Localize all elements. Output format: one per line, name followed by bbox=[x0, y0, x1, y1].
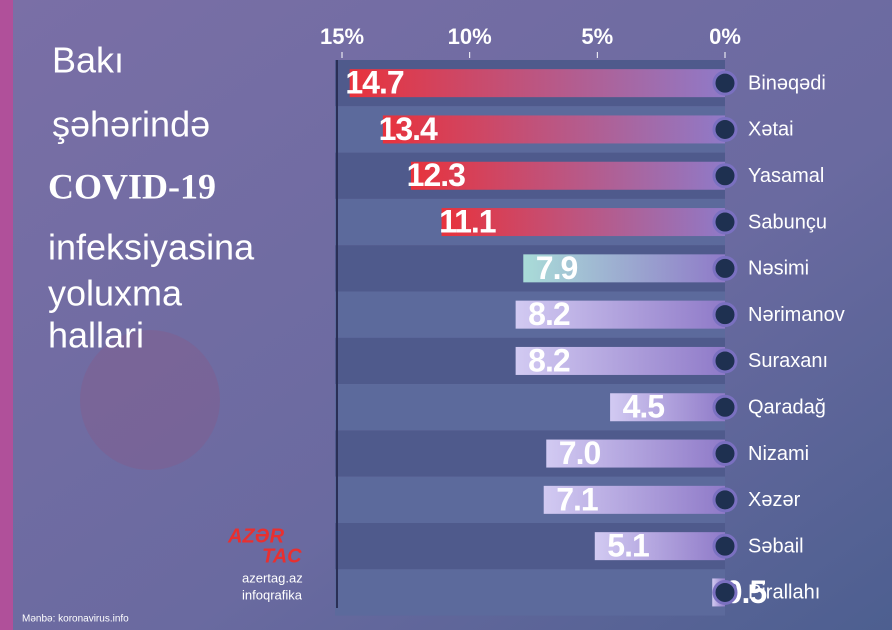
title-line: COVID-19 bbox=[48, 166, 216, 206]
category-label: Nəsimi bbox=[748, 258, 809, 280]
value-label: 14.7 bbox=[345, 65, 403, 101]
category-label: Xəzər bbox=[748, 489, 801, 511]
row-dot bbox=[712, 163, 738, 189]
value-label: 8.2 bbox=[528, 296, 570, 332]
row-dot bbox=[712, 487, 738, 513]
bar bbox=[515, 346, 725, 375]
category-label: Suraxanı bbox=[748, 350, 828, 372]
logo: TAC bbox=[262, 545, 302, 567]
category-label: Nizami bbox=[748, 443, 809, 465]
value-label: 13.4 bbox=[379, 111, 438, 147]
bar bbox=[523, 254, 725, 283]
title-line: infeksiyasina bbox=[48, 227, 255, 268]
x-tick-label: 10% bbox=[448, 24, 492, 49]
value-label: 7.1 bbox=[556, 481, 598, 517]
category-label: Sabunçu bbox=[748, 211, 827, 233]
category-label: Binəqədi bbox=[748, 72, 826, 94]
row-dot bbox=[712, 255, 738, 281]
row-dot bbox=[712, 116, 738, 142]
bar bbox=[441, 208, 725, 237]
value-label: 8.2 bbox=[528, 342, 570, 378]
category-label: Pirallahı bbox=[748, 582, 820, 604]
row-dot bbox=[712, 533, 738, 559]
title-line: hallari bbox=[48, 315, 144, 356]
kind: infoqrafika bbox=[242, 587, 303, 602]
row-dot bbox=[712, 441, 738, 467]
side-stripe bbox=[0, 0, 13, 630]
row-dot bbox=[712, 579, 738, 605]
title-line: şəhərində bbox=[52, 104, 210, 145]
row-dot bbox=[712, 394, 738, 420]
value-label: 7.9 bbox=[536, 250, 578, 286]
title-line: Bakı bbox=[52, 40, 124, 81]
category-label: Nərimanov bbox=[748, 304, 845, 326]
row-dot bbox=[712, 302, 738, 328]
bar bbox=[349, 69, 725, 98]
value-label: 12.3 bbox=[407, 157, 465, 193]
bar bbox=[382, 115, 725, 144]
value-label: 5.1 bbox=[607, 528, 649, 564]
bar bbox=[610, 393, 725, 422]
title: Bakı şəhərində COVID-19 infeksiyasina yoluxm… bbox=[48, 40, 255, 356]
value-label: 4.5 bbox=[623, 389, 665, 425]
virus-image bbox=[80, 330, 220, 470]
category-label: Səbail bbox=[748, 535, 804, 557]
row-stripe bbox=[335, 569, 725, 616]
category-label: Xətai bbox=[748, 119, 794, 141]
source: Mənbə: koronavirus.info bbox=[22, 614, 129, 625]
bar bbox=[410, 161, 725, 190]
bar bbox=[543, 485, 725, 514]
row-dot bbox=[712, 348, 738, 374]
value-label: 11.1 bbox=[439, 204, 496, 240]
value-label: 7.0 bbox=[559, 435, 601, 471]
x-tick-label: 5% bbox=[581, 24, 613, 49]
category-label: Yasamal bbox=[748, 165, 824, 187]
bar bbox=[546, 439, 725, 468]
title-line: yoluxma bbox=[48, 273, 183, 314]
site: azertag.az bbox=[242, 570, 303, 585]
x-tick-label: 15% bbox=[320, 24, 364, 49]
row-dot bbox=[712, 70, 738, 96]
x-tick-label: 0% bbox=[709, 24, 741, 49]
row-dot bbox=[712, 209, 738, 235]
category-label: Qaradağ bbox=[748, 397, 826, 419]
logo: AZƏR bbox=[227, 525, 285, 547]
bar bbox=[594, 532, 725, 561]
bar bbox=[515, 300, 725, 329]
